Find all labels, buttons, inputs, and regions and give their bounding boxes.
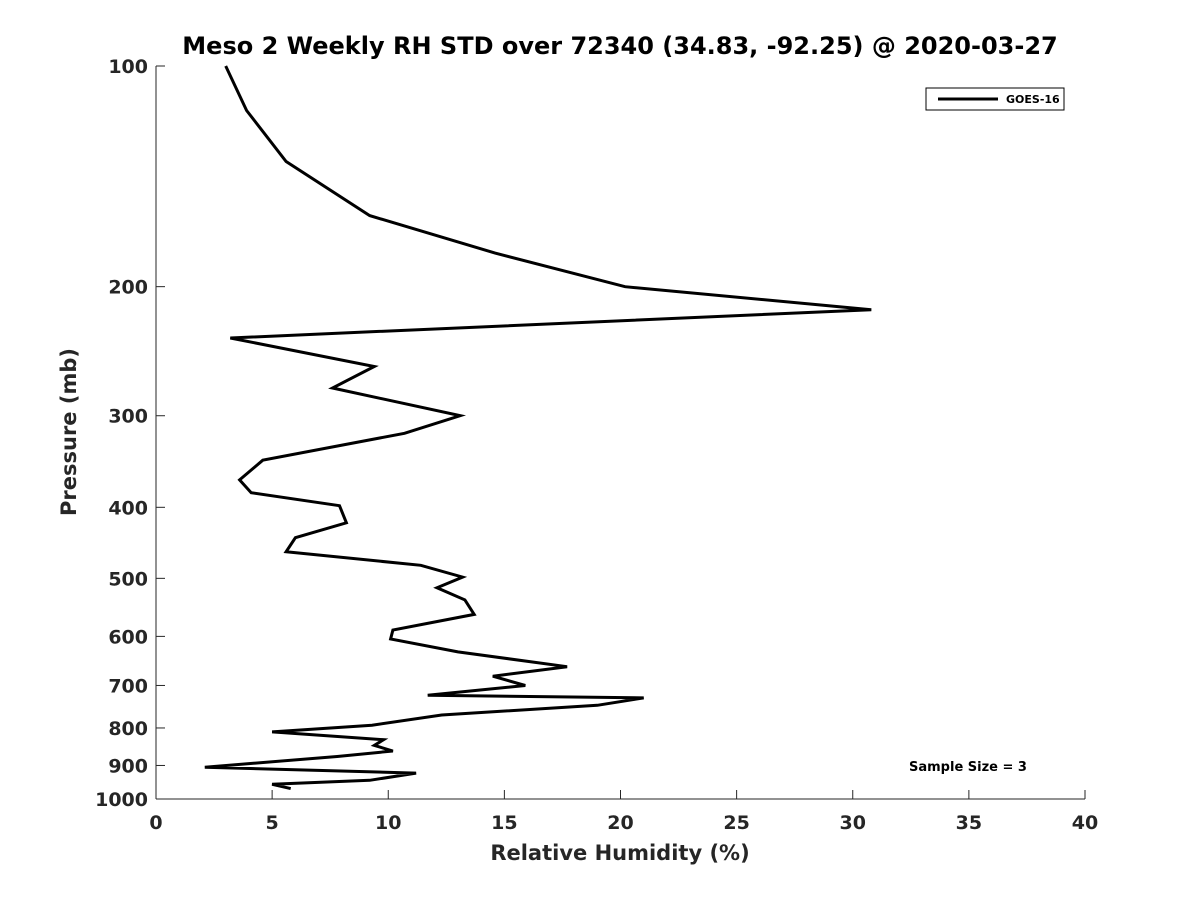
y-tick-label: 200 [108,277,148,299]
y-axis-ticks: 100 200 300 400 500 600 700 800 900 1000 [95,56,165,811]
series-group [204,65,872,791]
x-tick-label: 25 [723,812,749,834]
y-tick-label: 300 [108,406,148,428]
legend: GOES-16 [925,87,1065,111]
x-tick-label: 40 [1072,812,1098,834]
x-tick-label: 15 [491,812,517,834]
x-tick-label: 0 [149,812,162,834]
y-tick-label: 900 [108,755,148,777]
x-tick-label: 5 [266,812,279,834]
x-tick-label: 10 [375,812,401,834]
x-tick-label: 35 [956,812,982,834]
sample-size-annotation: Sample Size = 3 [909,760,1027,775]
y-tick-label: 100 [108,56,148,78]
y-tick-label: 1000 [95,789,148,811]
y-tick-label: 400 [108,497,148,519]
x-axis-ticks: 0 5 10 15 20 25 30 35 40 [149,790,1098,834]
y-axis-label: Pressure (mb) [57,348,81,516]
y-tick-label: 600 [108,626,148,648]
y-tick-label: 500 [108,568,148,590]
series-line-goes-16 [204,65,872,791]
chart-title: Meso 2 Weekly RH STD over 72340 (34.83, … [182,32,1057,60]
x-tick-label: 20 [607,812,633,834]
x-tick-label: 30 [840,812,866,834]
y-tick-label: 700 [108,675,148,697]
legend-label-goes-16: GOES-16 [1006,93,1060,106]
x-axis-label: Relative Humidity (%) [490,841,749,865]
y-tick-label: 800 [108,718,148,740]
